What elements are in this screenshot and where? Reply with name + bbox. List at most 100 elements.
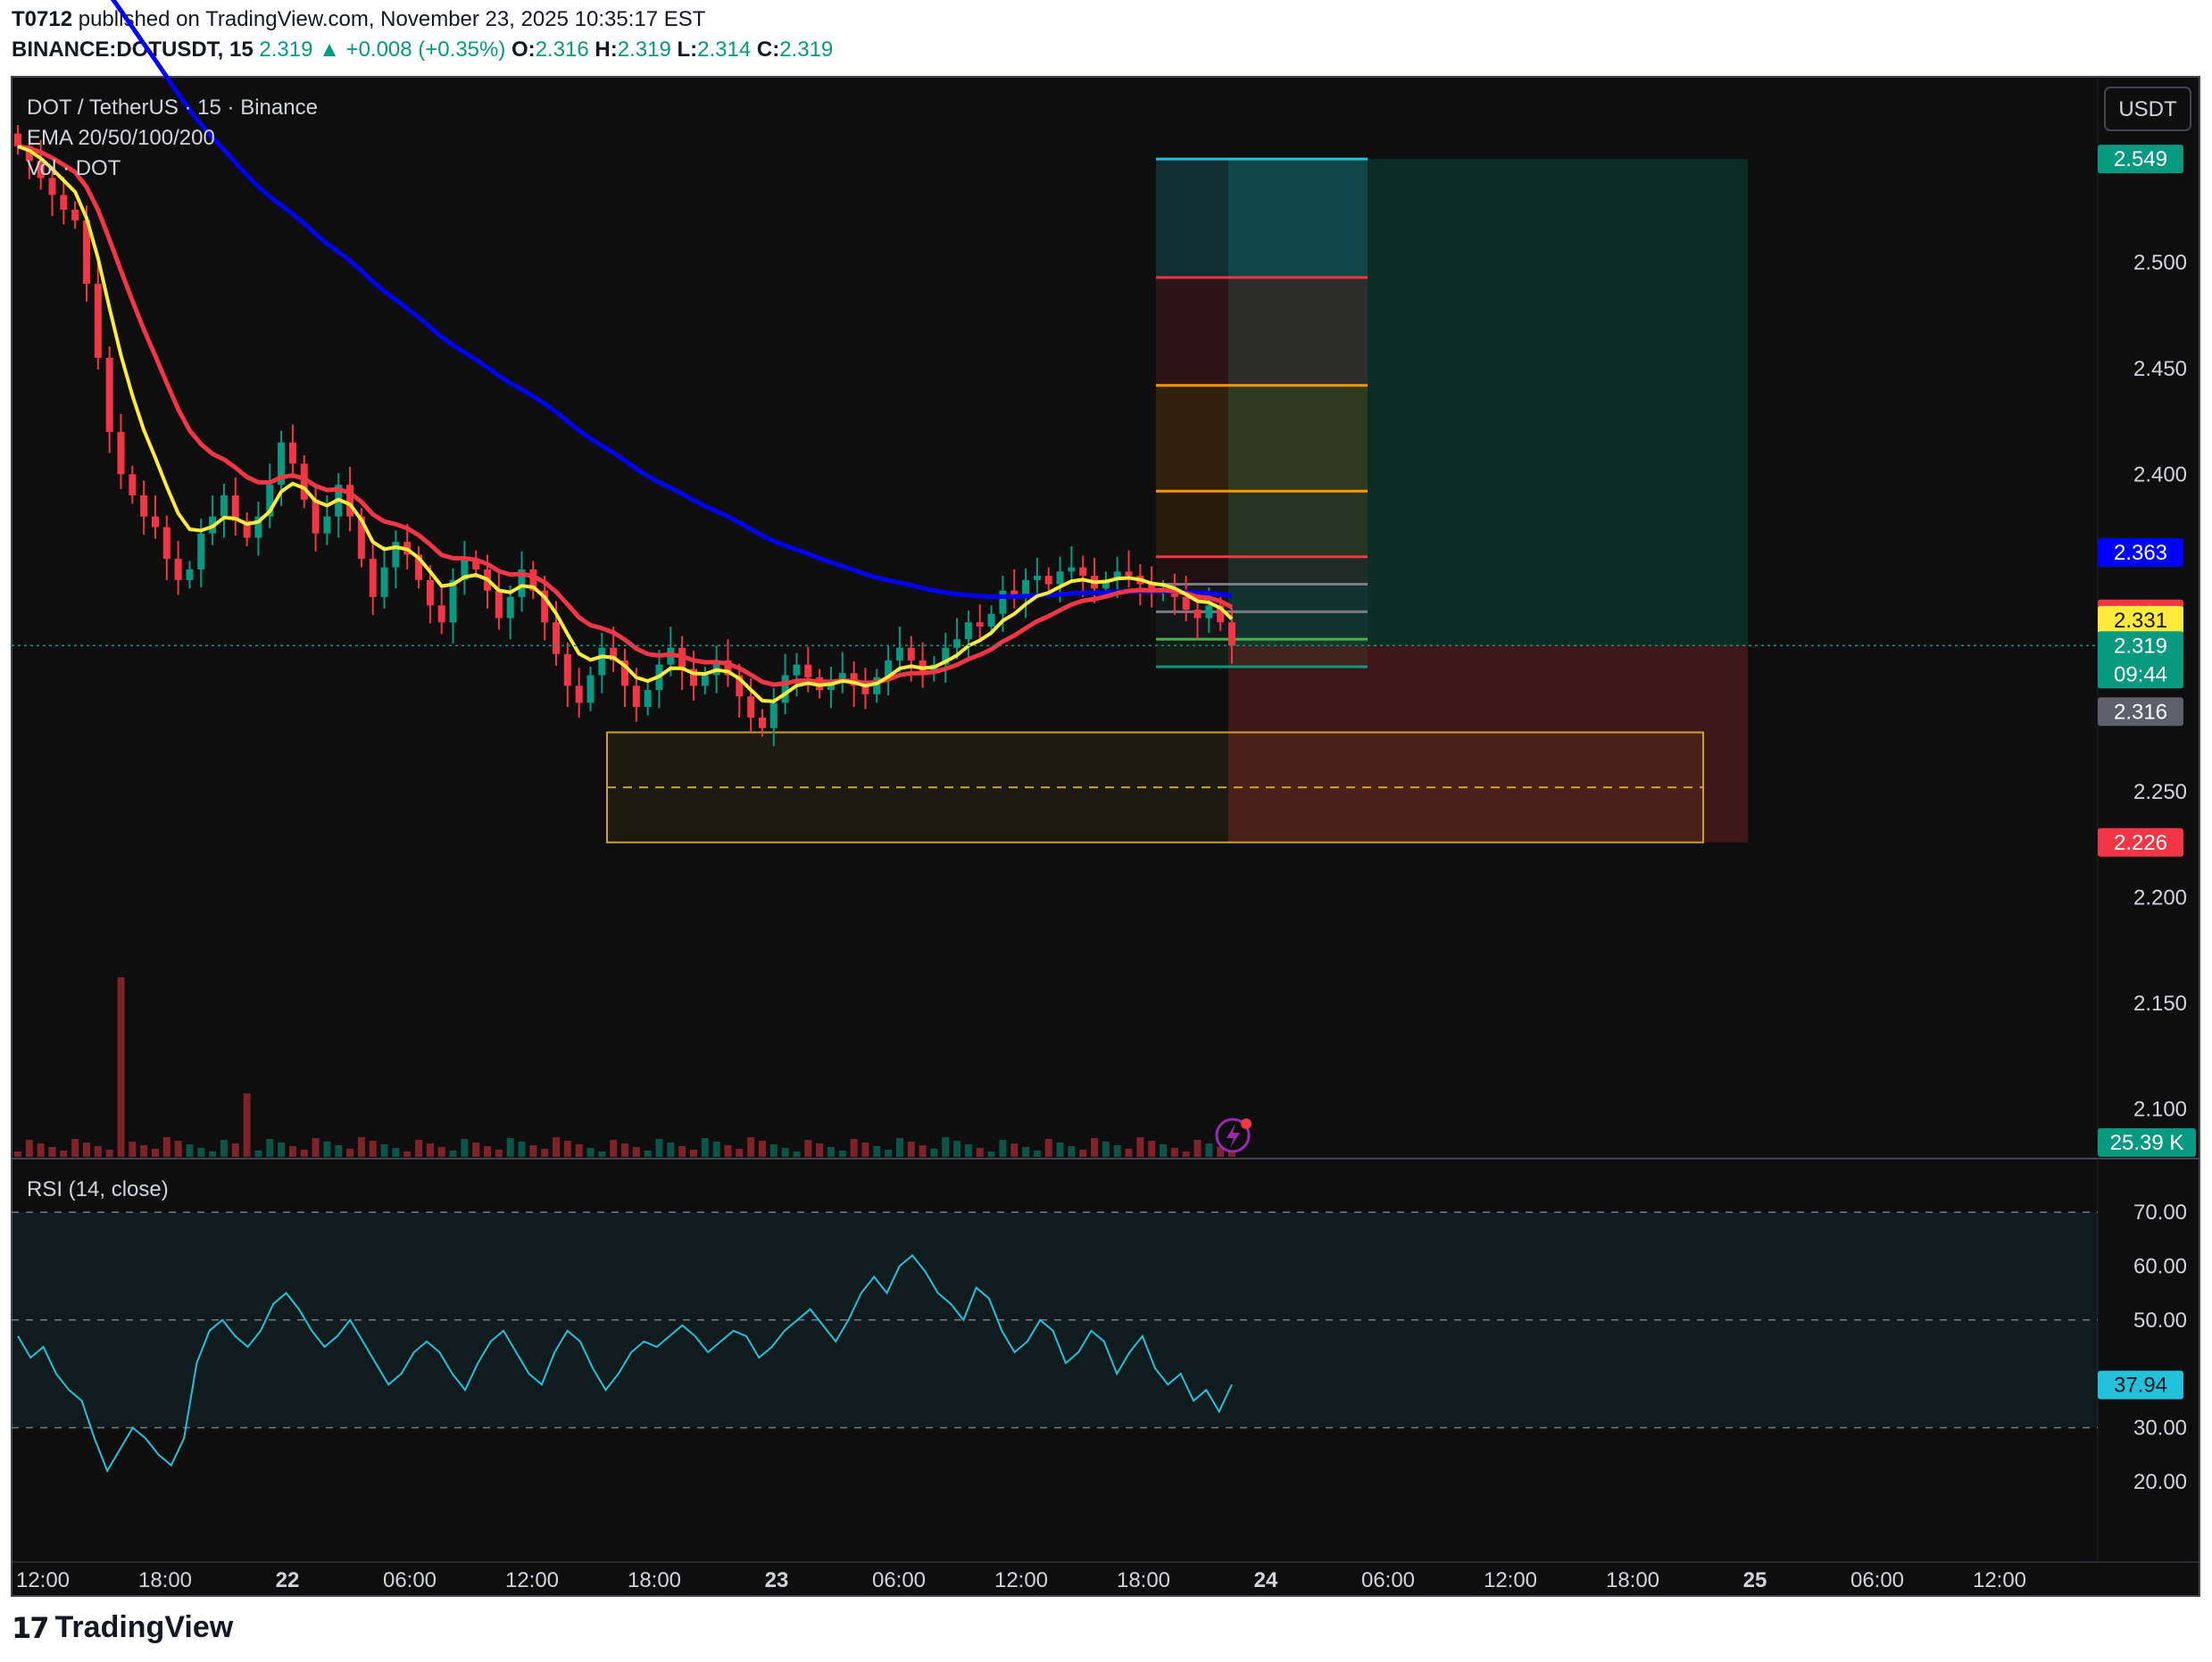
candle-body xyxy=(60,195,68,210)
tradingview-logo[interactable]: 𝟭𝟳 TradingView xyxy=(12,1610,233,1645)
time-axis-tick: 12:00 xyxy=(16,1568,70,1592)
volume-bar xyxy=(1091,1138,1099,1157)
candle-body xyxy=(437,605,445,623)
volume-bar xyxy=(300,1150,308,1157)
volume-bar xyxy=(976,1148,984,1157)
candle-body xyxy=(254,516,262,538)
publish-info: T0712 published on TradingView.com, Nove… xyxy=(12,7,705,32)
candle-body xyxy=(758,717,766,728)
candle-body xyxy=(1125,571,1133,577)
volume-bar xyxy=(369,1141,377,1157)
candle-body xyxy=(129,474,137,495)
volume-bar xyxy=(254,1151,262,1157)
time-axis-tick: 18:00 xyxy=(628,1568,681,1592)
candle-body xyxy=(689,669,697,686)
candle-body xyxy=(266,485,274,517)
candle-body xyxy=(895,647,903,661)
price-axis-tick: 2.100 xyxy=(2133,1097,2187,1121)
volume-bar xyxy=(804,1140,812,1157)
volume-bar xyxy=(174,1141,182,1157)
candle-body xyxy=(747,696,755,718)
ema-50-line xyxy=(17,144,1234,687)
volume-bar xyxy=(25,1140,33,1157)
volume-bar xyxy=(48,1147,56,1157)
volume-bar xyxy=(553,1137,561,1157)
ema-20-line xyxy=(17,145,1234,703)
volume-tag: 25.39 K xyxy=(2110,1131,2184,1155)
candle-body xyxy=(529,569,537,591)
candle-body xyxy=(781,675,789,703)
volume-bar xyxy=(151,1149,159,1157)
rsi-value-tag-bg xyxy=(2098,1370,2183,1400)
volume-bar xyxy=(335,1145,343,1157)
candle-body xyxy=(1079,567,1087,577)
volume-bar xyxy=(1205,1143,1213,1157)
time-axis-tick: 12:00 xyxy=(1484,1568,1537,1592)
rsi-axis-tick: 60.00 xyxy=(2133,1254,2187,1278)
volume-bar xyxy=(838,1151,846,1157)
volume-bar xyxy=(586,1148,595,1157)
open-price-tag-bg xyxy=(2098,697,2183,727)
volume-bar xyxy=(1056,1143,1064,1157)
volume-bar xyxy=(437,1147,445,1157)
publish-text: published on TradingView.com, November 2… xyxy=(78,7,706,31)
legend-volume[interactable]: Vol · DOT xyxy=(27,156,121,180)
candle-body xyxy=(495,590,503,619)
candle-body xyxy=(243,520,251,538)
candle-body xyxy=(724,660,732,676)
volume-bar xyxy=(827,1147,835,1157)
long-position-loss-zone xyxy=(1228,645,1748,843)
price-axis-tick: 2.250 xyxy=(2133,780,2187,804)
candle-body xyxy=(380,567,388,597)
stop-price-tag-bg xyxy=(2098,827,2183,857)
candle-body xyxy=(288,442,296,464)
time-axis-tick: 24 xyxy=(1254,1568,1278,1592)
candle-body xyxy=(1056,571,1064,585)
volume-bar xyxy=(1217,1147,1225,1157)
candle-body xyxy=(140,494,148,517)
candle-body xyxy=(953,639,961,648)
legend-rsi[interactable]: RSI (14, close) xyxy=(27,1177,169,1201)
time-axis-tick: 18:00 xyxy=(1117,1568,1170,1592)
volume-bar xyxy=(105,1150,113,1157)
volume-bar xyxy=(736,1149,744,1157)
ohlc-strip: BINANCE:DOTUSDT, 15 2.319 ▲ +0.008 (+0.3… xyxy=(12,37,833,62)
volume-bar xyxy=(793,1151,801,1157)
volume-bar xyxy=(1193,1140,1202,1157)
candle-body xyxy=(461,559,469,580)
volume-bar xyxy=(1148,1141,1156,1157)
time-axis-tick: 06:00 xyxy=(1850,1568,1904,1592)
candle-body xyxy=(174,559,182,580)
volume-bar xyxy=(220,1140,228,1157)
alert-lightning-icon[interactable] xyxy=(1215,1118,1252,1153)
volume-bar xyxy=(117,977,125,1157)
volume-bar xyxy=(37,1143,45,1157)
volume-bar xyxy=(312,1138,320,1157)
volume-bar xyxy=(758,1141,766,1157)
candle-body xyxy=(942,647,950,665)
candle-body xyxy=(769,702,778,728)
long-position-profit-zone xyxy=(1228,159,1748,646)
fib-band xyxy=(1156,277,1368,386)
price-axis-tick: 2.500 xyxy=(2133,251,2187,275)
currency-button[interactable] xyxy=(2104,87,2191,131)
legend-symbol-title[interactable]: DOT / TetherUS · 15 · Binance xyxy=(27,96,318,120)
price-axis-tick: 2.150 xyxy=(2133,992,2187,1016)
volume-bar xyxy=(1136,1137,1144,1157)
candle-body xyxy=(369,559,377,597)
rsi-axis-tick: 50.00 xyxy=(2133,1309,2187,1333)
currency-button-label[interactable]: USDT xyxy=(2118,97,2177,121)
last-price-tag: 2.319 xyxy=(2114,634,2167,658)
volume-bar xyxy=(1125,1149,1133,1157)
legend-ema[interactable]: EMA 20/50/100/200 xyxy=(27,126,215,150)
candle-body xyxy=(586,675,595,703)
volume-bar xyxy=(724,1145,732,1157)
candle-body xyxy=(1228,622,1235,646)
candle-body xyxy=(117,431,125,475)
candle-body xyxy=(151,516,159,528)
volume-bar xyxy=(873,1146,881,1157)
high-value: 2.319 xyxy=(617,37,671,62)
volume-bar xyxy=(964,1144,972,1157)
candle-body xyxy=(1022,579,1030,597)
